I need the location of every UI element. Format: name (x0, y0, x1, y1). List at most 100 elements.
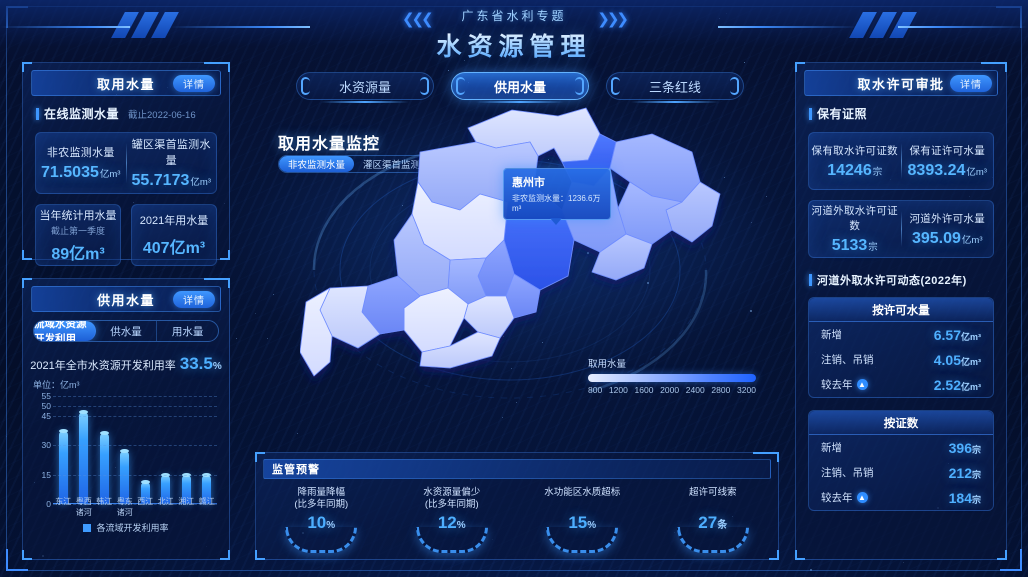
legend-tick: 3200 (737, 385, 756, 395)
row-label: 注销、吊销 (821, 352, 874, 367)
approval-card-held: 保有取水许可证数 14246宗 保有证许可水量 8393.24亿m³ (808, 132, 994, 190)
x-tick-label: 赣江 (197, 496, 218, 518)
map-legend: 取用水量 800 1200 1600 2000 2400 2800 3200 (588, 356, 756, 395)
page-title: 水资源管理 (0, 27, 1028, 63)
kv-held-volume: 保有证许可水量 8393.24亿m³ (902, 143, 994, 180)
chart-bar[interactable] (59, 431, 68, 504)
chart-legend: 各流域开发利用率 (31, 521, 221, 534)
warning-label-1: 超许可线索 (648, 487, 779, 499)
table-row: 较去年 ▲ 2.52亿m³ (809, 372, 993, 397)
header-subtitle: 广东省水利专题 (0, 7, 1028, 24)
dashboard-root: ❮❮❮ ❯❯❯ 广东省水利专题 水资源管理 取用水量 详情 在线监测水量 截止2… (0, 0, 1028, 577)
warning-label-1: 水资源量偏少 (387, 487, 518, 499)
chart-bar-column[interactable] (94, 392, 115, 504)
chart-bar-column[interactable] (74, 392, 95, 504)
y-tick-label: 15 (33, 470, 51, 480)
chart-bar-column[interactable] (197, 392, 218, 504)
chart-bar-column[interactable] (135, 392, 156, 504)
section-marker-icon (36, 108, 39, 120)
warning-items: 降雨量降幅 (比多年同期) 10% 水资源量偏少 (比多年同期) 12% 水功能… (256, 487, 778, 553)
supply-rate-value: 33.5% (180, 354, 222, 373)
row-value: 396宗 (949, 440, 981, 456)
star (810, 569, 812, 571)
star (766, 196, 767, 197)
kv-label: 河道外取水许可证数 (809, 203, 901, 233)
chart-bar-column[interactable] (156, 392, 177, 504)
star (448, 70, 449, 71)
kv-label: 河道外许可水量 (902, 211, 994, 226)
intake-panel-title: 取用水量 (97, 74, 155, 93)
map-legend-gradient (588, 374, 756, 382)
section-marker-icon (809, 108, 812, 120)
kv-offriver-volume: 河道外许可水量 395.09亿m³ (902, 211, 994, 248)
supply-tabs: 流域水资源开发利用 供水量 用水量 (33, 320, 219, 342)
approval-panel: 取水许可审批 详情 保有证照 保有取水许可证数 14246宗 保有证许可水量 8… (795, 62, 1007, 560)
supply-tab-supply[interactable]: 供水量 (96, 321, 158, 341)
y-tick-label: 30 (33, 440, 51, 450)
x-tick-label: 西江 (135, 496, 156, 518)
intake-section-date: 截止2022-06-16 (128, 107, 196, 121)
intake-panel: 取用水量 详情 在线监测水量 截止2022-06-16 非农监测水量 71.50… (22, 62, 230, 260)
warning-item-water-resource: 水资源量偏少 (比多年同期) 12% (387, 487, 518, 553)
intake-cards-bottom: 当年统计用水量 截止第一季度 89亿m³ 2021年用水量 407亿m³ (35, 204, 217, 266)
warning-label-2 (517, 499, 648, 511)
row-label: 较去年 ▲ (821, 490, 868, 505)
row-value: 212宗 (949, 465, 981, 481)
kv-label: 保有证许可水量 (902, 143, 994, 158)
kv-value: 14246宗 (809, 162, 901, 180)
tooltip-metric: 非农监测水量：1236.6万m³ (512, 193, 602, 213)
star (903, 562, 904, 563)
intake-detail-button[interactable]: 详情 (173, 75, 215, 92)
supply-tab-usage[interactable]: 用水量 (157, 321, 218, 341)
kv-value: 71.5035亿m³ (36, 164, 126, 182)
warning-panel-title: 监管预警 (272, 461, 320, 477)
warning-arc-icon (285, 527, 357, 553)
row-value: 184宗 (949, 490, 981, 506)
y-tick-label: 50 (33, 401, 51, 411)
chart-bar-column[interactable] (176, 392, 197, 504)
intake-section-label: 在线监测水量 (44, 105, 119, 122)
intake-panel-header: 取用水量 详情 (31, 70, 221, 96)
legend-tick: 2400 (686, 385, 705, 395)
table-row: 较去年 ▲ 184宗 (809, 485, 993, 510)
approval-card-offriver: 河道外取水许可证数 5133宗 河道外许可水量 395.09亿m³ (808, 200, 994, 258)
gridline (53, 475, 217, 476)
row-label: 较去年 ▲ (821, 377, 868, 392)
legend-label: 各流域开发利用率 (96, 521, 168, 534)
basin-utilization-chart: 单位：亿m³ 0 15 30 45 50 55 东江 粤西诸河 韩江 粤东诸河 西江 北江 湘江 赣江 … (31, 380, 221, 530)
legend-swatch-icon (83, 524, 91, 532)
kv-label: 非农监测水量 (36, 144, 126, 160)
warning-label-1: 降雨量降幅 (256, 487, 387, 499)
approval-section-title: 保有证照 (809, 105, 1006, 122)
approval-panel-header: 取水许可审批 详情 (804, 70, 998, 96)
supply-rate-label: 2021年全市水资源开发利用率 (30, 360, 175, 372)
chart-bar[interactable] (79, 412, 88, 504)
chart-bar[interactable] (100, 433, 109, 504)
row-label: 新增 (821, 440, 842, 455)
card-label: 当年统计用水量 (40, 207, 117, 223)
intake-card-current-year: 当年统计用水量 截止第一季度 89亿m³ (35, 204, 121, 266)
warning-label-2: (比多年同期) (256, 499, 387, 511)
supply-detail-button[interactable]: 详情 (173, 291, 215, 308)
star (255, 313, 256, 314)
table-title: 按许可水量 (809, 298, 993, 322)
gridline (53, 445, 217, 446)
chart-bar-column[interactable] (53, 392, 74, 504)
warning-panel-header: 监管预警 (263, 459, 771, 479)
x-tick-label: 湘江 (176, 496, 197, 518)
approval-detail-button[interactable]: 详情 (950, 75, 992, 92)
supply-tab-basin[interactable]: 流域水资源开发利用 (34, 321, 96, 341)
kv-label: 保有取水许可证数 (809, 143, 901, 158)
row-label: 新增 (821, 327, 842, 342)
supply-panel-title: 供用水量 (97, 290, 155, 309)
star (273, 294, 274, 295)
kv-label: 罐区渠首监测水量 (127, 136, 217, 168)
chart-bar-column[interactable] (115, 392, 136, 504)
gridline (53, 416, 217, 417)
card-value: 89亿m³ (51, 240, 104, 264)
kv-value: 395.09亿m³ (902, 230, 994, 248)
card-label: 2021年用水量 (140, 212, 208, 228)
legend-tick: 800 (588, 385, 602, 395)
tooltip-city: 惠州市 (512, 174, 602, 190)
card-sub: 截止第一季度 (51, 224, 105, 237)
